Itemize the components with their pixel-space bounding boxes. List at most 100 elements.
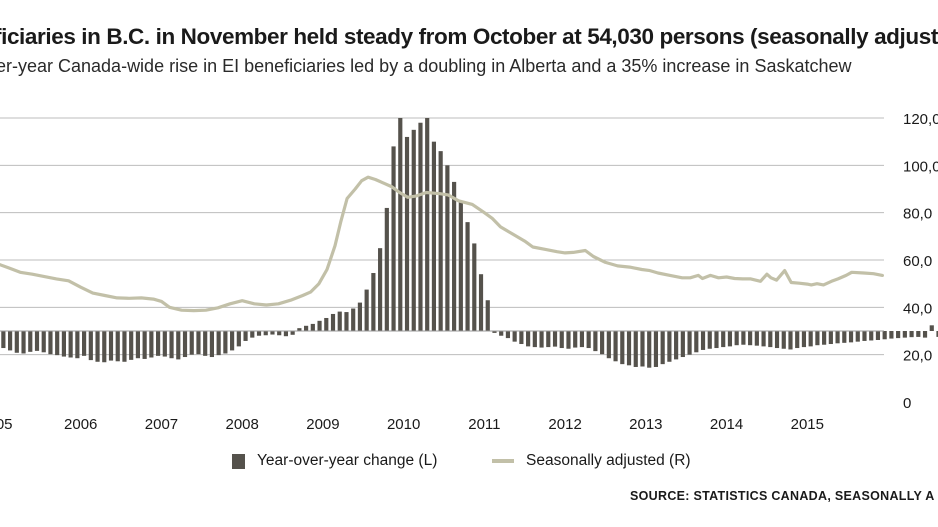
right-axis-tick-label: 120,0 (903, 111, 938, 128)
yoy-bar (330, 313, 336, 331)
yoy-bar (458, 200, 463, 331)
x-axis-tick-label: 2014 (710, 416, 743, 433)
yoy-bar (902, 331, 907, 338)
yoy-bar (499, 331, 504, 336)
yoy-bar (8, 331, 13, 351)
yoy-bar (875, 331, 881, 340)
yoy-bar (176, 331, 181, 360)
yoy-bar (653, 331, 659, 367)
yoy-bar (869, 331, 874, 341)
yoy-bar (223, 331, 228, 354)
yoy-bar (674, 331, 679, 360)
yoy-bar (425, 118, 430, 331)
yoy-bar (129, 331, 134, 360)
source-note: SOURCE: STATISTICS CANADA, SEASONALLY A (630, 489, 935, 503)
yoy-bar (748, 331, 753, 346)
yoy-bar (620, 331, 625, 365)
yoy-bar (438, 151, 443, 331)
yoy-bar (815, 331, 820, 346)
yoy-bar (404, 136, 410, 331)
yoy-bar (721, 331, 726, 348)
yoy-bar (761, 331, 766, 347)
yoy-bar (687, 331, 692, 355)
legend-item-seasonally-adjusted: Seasonally adjusted (R) (492, 452, 691, 470)
yoy-bar (182, 331, 188, 358)
yoy-bar (250, 331, 255, 338)
yoy-bar (896, 331, 901, 339)
yoy-bar (600, 331, 605, 355)
yoy-bar (263, 331, 268, 336)
yoy-bar (512, 331, 517, 342)
yoy-bar (593, 331, 598, 352)
seasonally-adjusted-path (0, 175, 884, 313)
yoy-bar (277, 331, 282, 336)
yoy-bar (788, 331, 793, 350)
yoy-bar (707, 331, 712, 349)
x-axis-tick-label: 2011 (468, 416, 500, 433)
chart-subtitle: er-year Canada-wide rise in EI beneficia… (0, 56, 852, 76)
yoy-bar (115, 331, 120, 362)
yoy-bar (209, 331, 215, 358)
yoy-bar (256, 331, 262, 336)
yoy-bar (640, 331, 645, 367)
x-axis-tick-label: 2010 (387, 416, 420, 433)
right-axis-tick-label: 80,0 (903, 206, 932, 223)
yoy-bar (633, 331, 638, 367)
x-axis-tick-label: 2006 (64, 416, 97, 433)
yoy-bar (754, 331, 759, 346)
yoy-bar (835, 331, 840, 344)
yoy-bar (216, 331, 221, 356)
yoy-bar (61, 331, 66, 357)
yoy-bar (283, 331, 289, 337)
yoy-bar (48, 331, 53, 355)
right-axis-labels: 120,0 100,0 80,0 60,0 40,0 20,0 0 (903, 111, 938, 412)
legend-label-yoy-change: Year-over-year change (L) (257, 452, 438, 469)
x-axis-tick-label: 2015 (791, 416, 824, 433)
yoy-bar (41, 331, 46, 353)
yoy-bar (472, 243, 477, 331)
yoy-bar (75, 331, 80, 359)
yoy-bar (532, 331, 537, 348)
yoy-bar (384, 207, 389, 331)
yoy-bar (445, 165, 450, 331)
legend-label-seasonally-adjusted: Seasonally adjusted (R) (526, 452, 691, 469)
yoy-bar (727, 331, 733, 347)
seasonally-adjusted-line (0, 175, 884, 313)
yoy-bar (909, 331, 914, 338)
yoy-bar (102, 331, 107, 363)
x-axis-tick-label: 2007 (145, 416, 178, 433)
yoy-bar (324, 317, 329, 331)
yoy-bar (142, 331, 147, 359)
yoy-bar (337, 311, 342, 331)
yoy-bar (135, 331, 141, 359)
yoy-bar (768, 331, 773, 348)
yoy-bar (647, 331, 652, 368)
yoy-bar (243, 331, 248, 341)
right-axis-tick-label: 60,0 (903, 253, 932, 270)
yoy-bar (34, 331, 40, 351)
yoy-bar (149, 331, 154, 358)
yoy-bar (357, 302, 363, 331)
yoy-bar (297, 328, 302, 331)
yoy-bar (21, 331, 26, 354)
right-axis-tick-label: 0 (903, 395, 911, 412)
yoy-bar (391, 146, 396, 331)
yoy-bar (734, 331, 739, 346)
yoy-bar (364, 289, 369, 331)
yoy-bar (936, 331, 938, 337)
yoy-bar (694, 331, 699, 353)
x-axis-tick-label: 2008 (226, 416, 259, 433)
yoy-bar (452, 181, 457, 331)
yoy-bar (122, 331, 127, 362)
yoy-bar (774, 331, 780, 349)
yoy-bar (82, 331, 87, 356)
legend-item-yoy-change: Year-over-year change (L) (232, 452, 437, 470)
yoy-bar (848, 331, 854, 343)
yoy-bar (916, 331, 921, 337)
legend-bar-swatch (232, 453, 245, 469)
yoy-bar (304, 325, 309, 331)
yoy-bar (203, 331, 208, 356)
yoy-bar (526, 331, 531, 347)
yoy-bar (559, 331, 564, 349)
yoy-bar (478, 274, 484, 331)
